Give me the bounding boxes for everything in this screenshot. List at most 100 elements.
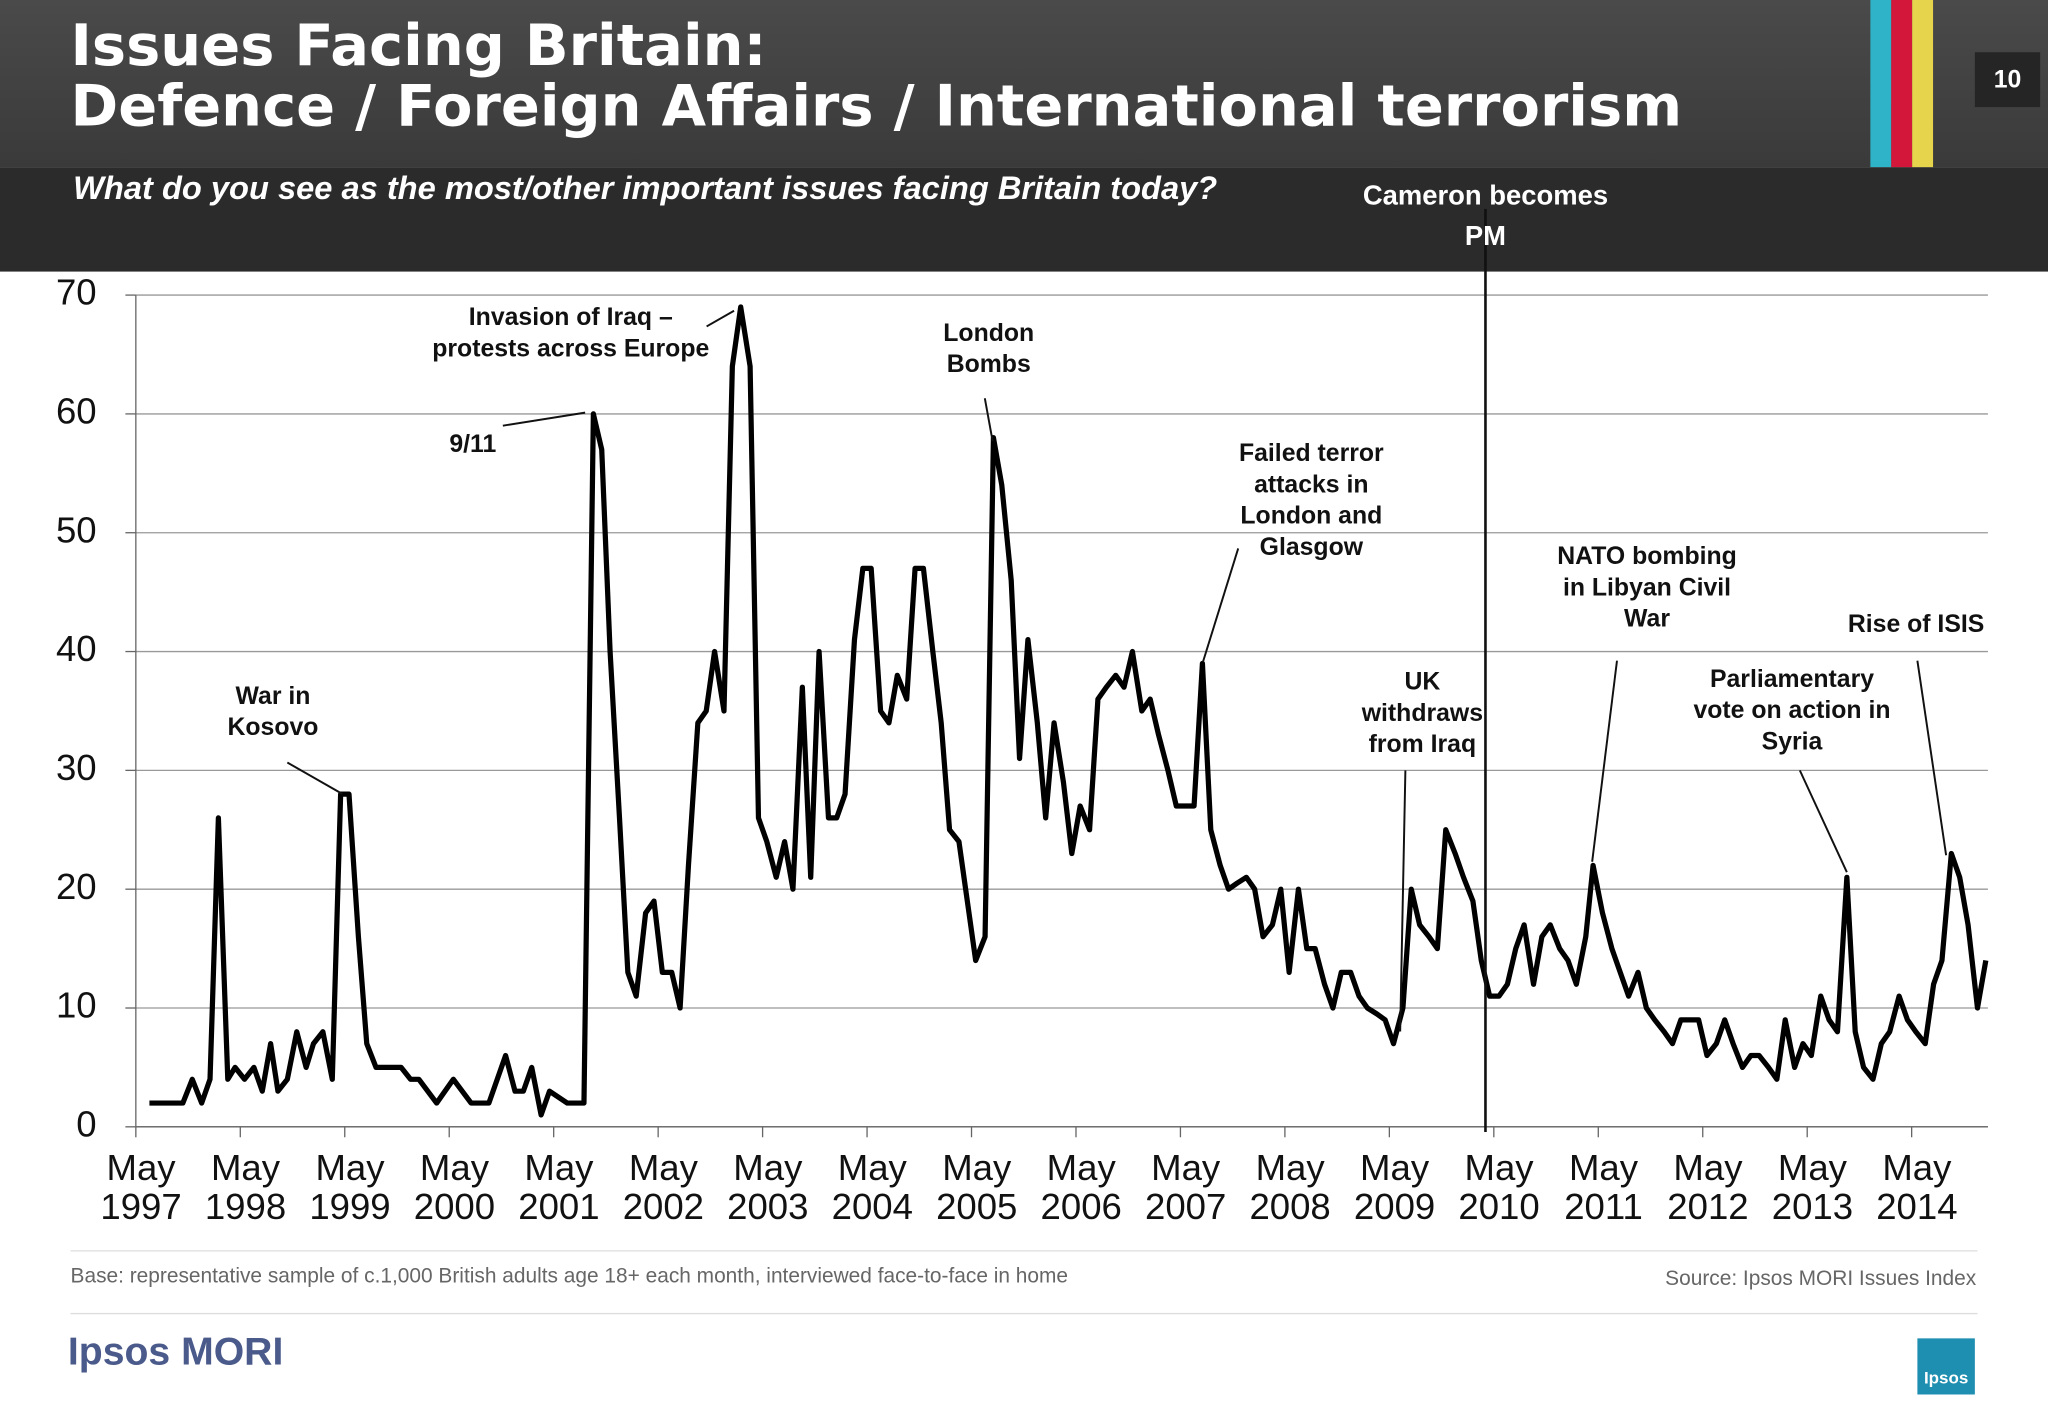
annotation: Parliamentary	[1710, 666, 1874, 693]
x-tick-label-line: 2007	[1145, 1186, 1226, 1227]
annotation: vote on action in	[1693, 697, 1890, 724]
annotation-pointer	[1202, 548, 1240, 663]
annotation-pointer	[1399, 770, 1407, 1032]
x-tick-label-line: May	[1151, 1147, 1221, 1188]
annotation: Failed terror	[1239, 440, 1384, 467]
subtitle-band	[0, 167, 2048, 272]
x-tick-label: May 2007	[1145, 1147, 1226, 1227]
x-tick-label-line: 2002	[623, 1186, 704, 1227]
x-tick-label-line: May	[1465, 1147, 1535, 1188]
x-tick-label-line: May	[1882, 1147, 1952, 1188]
page-number-box	[1974, 52, 2041, 108]
data-line	[149, 304, 1989, 1118]
annotation: NATO bombing	[1557, 543, 1737, 570]
x-tick-label-line: 1999	[309, 1186, 390, 1227]
annotation-pointer	[502, 411, 586, 427]
x-tick-label-line: May	[1673, 1147, 1743, 1188]
x-tick-label: May 1998	[205, 1147, 286, 1227]
annotation: UK	[1404, 668, 1440, 695]
annotation-pointer	[706, 309, 735, 328]
annotation: Invasion of Iraq –	[469, 304, 673, 331]
accent-yellow	[1912, 0, 1934, 168]
x-tick-label: May 2001	[518, 1147, 599, 1227]
x-tick-label: May 2000	[414, 1147, 495, 1227]
x-tick-label: May 2010	[1458, 1147, 1539, 1227]
annotation: withdraws	[1361, 700, 1483, 727]
x-tick-label-line: May	[1569, 1147, 1639, 1188]
base-note: Base: representative sample of c.1,000 B…	[71, 1265, 1069, 1288]
annotation: protests across Europe	[432, 335, 709, 362]
page-number: 10	[1994, 67, 2022, 94]
x-tick-label-line: 2012	[1667, 1186, 1748, 1227]
x-tick-label-line: 2010	[1458, 1186, 1539, 1227]
x-tick-label-line: 1998	[205, 1186, 286, 1227]
y-tick-label: 0	[76, 1103, 96, 1144]
annotation-pointer	[1916, 660, 1948, 856]
x-tick-label: May 2014	[1876, 1147, 1957, 1227]
annotation: Glasgow	[1260, 534, 1364, 561]
title-line: Issues Facing Britain:	[71, 12, 767, 79]
source-note: Source: Ipsos MORI Issues Index	[1665, 1267, 1977, 1290]
x-tick-label-line: May	[211, 1147, 281, 1188]
x-tick-label: May 2005	[936, 1147, 1017, 1227]
annotation: attacks in	[1254, 471, 1368, 498]
x-tick-label-line: May	[420, 1147, 490, 1188]
header-band	[0, 0, 2048, 168]
annotation-pointer	[983, 398, 994, 442]
x-tick-label-line: 2004	[832, 1186, 913, 1227]
annotation: Syria	[1762, 728, 1823, 755]
title-line: Defence / Foreign Affairs / Internationa…	[71, 72, 1683, 139]
x-tick-label-line: 2008	[1249, 1186, 1330, 1227]
x-tick-label-line: 2001	[518, 1186, 599, 1227]
y-tick-label: 60	[56, 391, 97, 432]
annotation: London	[943, 320, 1034, 347]
x-tick-label: May 2008	[1249, 1147, 1330, 1227]
y-tick-label: 30	[56, 747, 97, 788]
x-tick-label-line: 1997	[100, 1186, 181, 1227]
x-tick-label-line: May	[107, 1147, 177, 1188]
x-tick-label-line: 2003	[727, 1186, 808, 1227]
accent-red	[1891, 0, 1913, 168]
annotation-pointer	[286, 761, 343, 795]
annotation: Rise of ISIS	[1848, 611, 1984, 638]
x-tick-label-line: May	[1047, 1147, 1117, 1188]
y-tick-label: 10	[56, 985, 97, 1026]
x-tick-label-line: 2000	[414, 1186, 495, 1227]
x-tick-label: May 2011	[1564, 1147, 1643, 1227]
x-tick-label-line: May	[629, 1147, 699, 1188]
annotation: War in	[236, 683, 311, 710]
y-tick-label: 40	[56, 628, 97, 669]
annotation: War	[1624, 606, 1670, 633]
x-tick-label-line: May	[733, 1147, 803, 1188]
annotation: in Libyan Civil	[1563, 574, 1731, 601]
annotation: London and	[1240, 503, 1382, 530]
x-tick-label-line: 2014	[1876, 1186, 1957, 1227]
x-tick-label: May 1999	[309, 1147, 390, 1227]
x-tick-label-line: May	[1256, 1147, 1326, 1188]
x-tick-label-line: 2009	[1354, 1186, 1435, 1227]
y-tick-label: 50	[56, 509, 97, 550]
event-label: PM	[1465, 220, 1506, 251]
x-tick-label: May 1997	[100, 1147, 181, 1227]
x-tick-label: May 2002	[623, 1147, 704, 1227]
annotation: Bombs	[947, 351, 1031, 378]
x-tick-label-line: May	[1778, 1147, 1848, 1188]
event-label: Cameron becomes	[1363, 179, 1608, 210]
x-tick-label-line: 2013	[1772, 1186, 1853, 1227]
x-tick-label: May 2013	[1772, 1147, 1853, 1227]
logo-badge-text: Ipsos	[1924, 1368, 1968, 1387]
subtitle: What do you see as the most/other import…	[73, 169, 1217, 206]
x-tick-label: May 2004	[832, 1147, 913, 1227]
logo-badge	[1917, 1338, 1975, 1395]
y-tick-label: 70	[56, 272, 97, 313]
x-tick-label-line: 2006	[1041, 1186, 1122, 1227]
x-tick-label-line: 2005	[936, 1186, 1017, 1227]
annotation: from Iraq	[1369, 731, 1477, 758]
x-tick-label-line: May	[315, 1147, 385, 1188]
x-tick-label: May 2012	[1667, 1147, 1748, 1227]
annotation: Kosovo	[228, 714, 319, 741]
logo-text: Ipsos MORI	[68, 1330, 283, 1373]
x-tick-label-line: May	[524, 1147, 594, 1188]
accent-cyan	[1870, 0, 1892, 168]
x-tick-label: May 2009	[1354, 1147, 1435, 1227]
